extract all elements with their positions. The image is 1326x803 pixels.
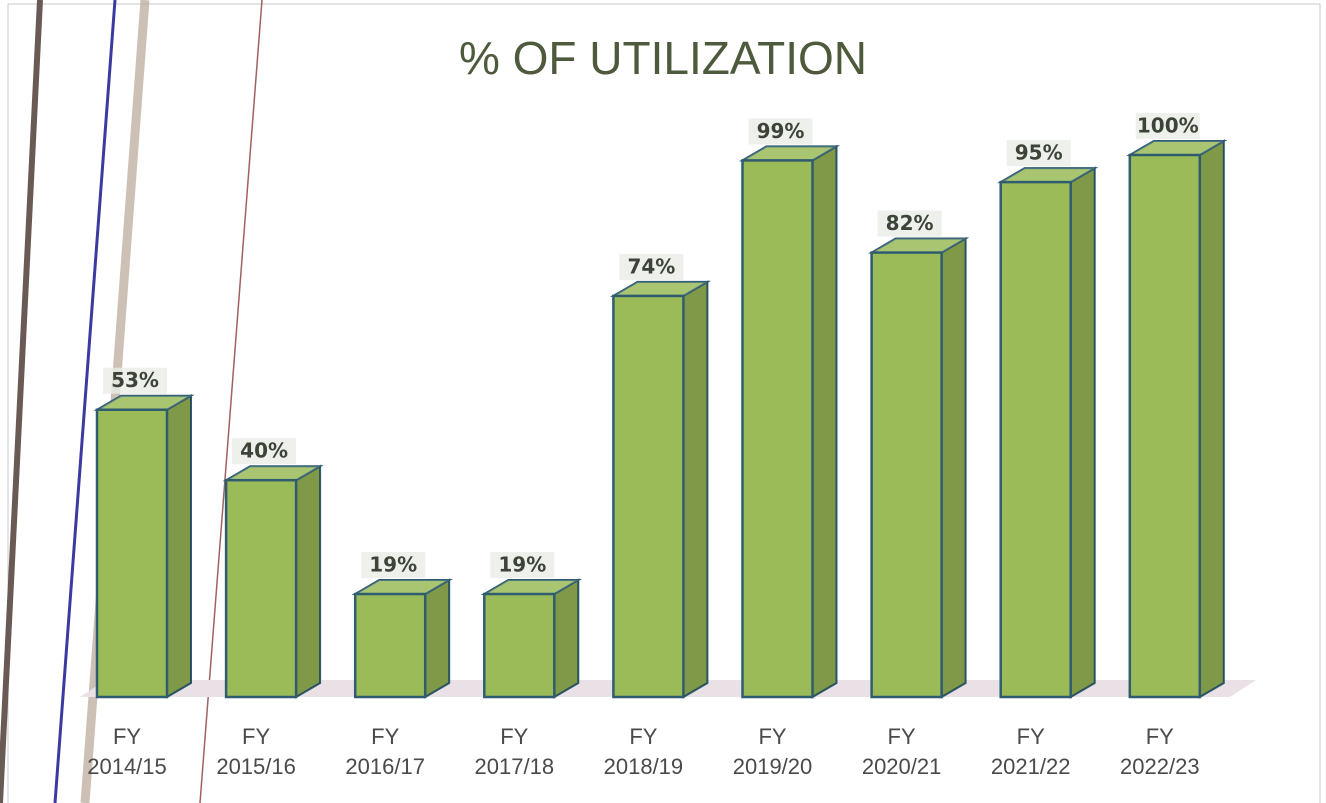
value-label: 99% [757, 119, 805, 143]
bar-side-shade [425, 580, 450, 697]
bar-side-shade [1199, 141, 1224, 697]
bar-side-shade [1070, 168, 1095, 698]
bar-side-shade [812, 146, 837, 698]
bar-top-shade [1000, 168, 1095, 183]
value-label-bg [619, 253, 684, 280]
x-tick-label: FY 2022/23 [1120, 724, 1200, 779]
value-label: 82% [886, 211, 934, 235]
value-label-bg [877, 210, 942, 237]
bar-side-shade [941, 238, 966, 697]
bar [612, 294, 685, 699]
value-label: 53% [111, 368, 159, 392]
value-label-bg [748, 118, 813, 145]
value-label-bg [490, 552, 555, 579]
value-label-bg [232, 438, 297, 465]
value-label: 19% [369, 553, 417, 577]
bar [1128, 153, 1202, 699]
value-label: 100% [1137, 114, 1199, 138]
bar [95, 408, 169, 699]
value-label-bg [1135, 113, 1200, 139]
bar-top-shade [613, 281, 708, 296]
value-label: 40% [240, 439, 288, 463]
x-tick-label: FY 2016/17 [345, 724, 425, 779]
bar-side-shade [167, 395, 191, 697]
bar [870, 251, 943, 699]
chart-title: % OF UTILIZATION [459, 32, 867, 84]
value-label-bg [1006, 140, 1071, 167]
value-label: 19% [498, 553, 546, 577]
bar-side-shade [296, 466, 321, 697]
x-tick-label: FY 2017/18 [474, 724, 555, 779]
decor-line [53, 0, 117, 803]
bar-top-shade [226, 466, 321, 481]
x-tick-label: FY 2021/22 [990, 724, 1071, 779]
bar-top-shade [355, 580, 450, 595]
bar-top-shade [742, 146, 837, 161]
value-label: 95% [1015, 141, 1063, 165]
bar-top-shade [871, 238, 966, 253]
bar-top-shade [484, 580, 579, 595]
x-tick-label: FY 2014/15 [87, 724, 167, 779]
bar-top-shade [97, 395, 191, 410]
bar [741, 159, 814, 699]
bar [353, 592, 427, 699]
bar [224, 478, 298, 699]
bar [483, 592, 556, 699]
bar [999, 180, 1072, 699]
bar-side-shade [683, 281, 708, 697]
bar-top-shade [1129, 141, 1224, 155]
x-tick-label: FY 2015/16 [216, 724, 296, 779]
decor-line [0, 0, 43, 803]
value-label: 74% [627, 254, 675, 278]
bar-side-shade [554, 580, 579, 697]
x-tick-label: FY 2018/19 [603, 724, 684, 779]
x-tick-label: FY 2020/21 [861, 724, 942, 779]
decor-line [199, 0, 263, 803]
value-label-bg [103, 367, 167, 394]
x-tick-label: FY 2019/20 [732, 724, 813, 779]
value-label-bg [361, 552, 426, 579]
